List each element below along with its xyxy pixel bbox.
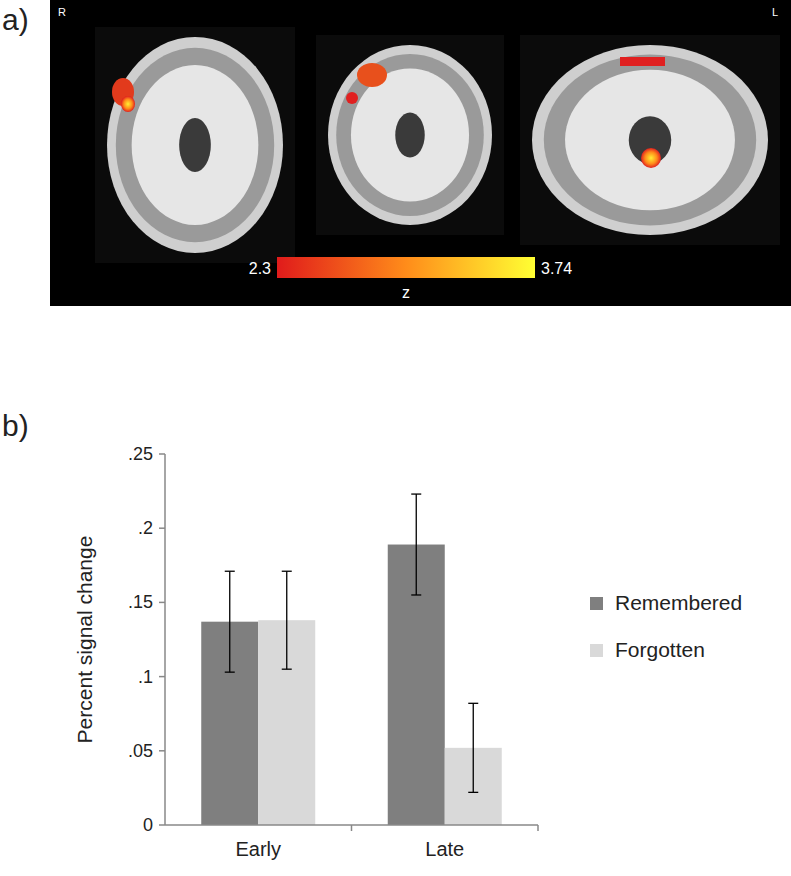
ventricle bbox=[395, 113, 425, 158]
colorbar-tick-label: 2.3 bbox=[249, 260, 271, 277]
y-tick-label: 0 bbox=[143, 815, 153, 835]
error-stem bbox=[286, 571, 287, 669]
legend-label: Forgotten bbox=[615, 638, 705, 661]
error-stem bbox=[416, 494, 417, 595]
activation bbox=[346, 92, 358, 104]
y-axis bbox=[164, 454, 166, 825]
colorbar-tick-label: 3.74 bbox=[541, 260, 572, 277]
slice-frame bbox=[316, 35, 504, 235]
orientation-label: R bbox=[58, 6, 66, 18]
y-tick bbox=[159, 527, 165, 529]
panel-label: a) bbox=[2, 3, 29, 36]
panel-label: b) bbox=[2, 409, 29, 442]
error-cap bbox=[411, 493, 421, 494]
y-axis-label: Percent signal change bbox=[73, 536, 96, 744]
x-tick-label: Late bbox=[425, 838, 464, 860]
white-matter bbox=[565, 70, 735, 211]
x-tick bbox=[537, 825, 539, 831]
slice-frame bbox=[520, 35, 780, 245]
white-matter bbox=[132, 65, 259, 225]
brain-outline bbox=[532, 45, 768, 235]
axial-slice bbox=[95, 27, 295, 263]
colorbar bbox=[277, 257, 535, 278]
legend-swatch bbox=[590, 597, 603, 610]
y-tick bbox=[159, 676, 165, 678]
gray-matter bbox=[336, 54, 484, 216]
legend-swatch bbox=[590, 644, 603, 657]
brain-panel-background bbox=[50, 0, 791, 306]
y-tick-label: .05 bbox=[128, 741, 153, 761]
y-tick-label: .1 bbox=[138, 667, 153, 687]
error-cap bbox=[411, 594, 421, 595]
error-cap bbox=[225, 571, 235, 572]
error-bar bbox=[411, 494, 421, 595]
y-tick bbox=[159, 602, 165, 604]
error-stem bbox=[229, 571, 230, 672]
white-matter bbox=[351, 68, 469, 201]
activation bbox=[641, 148, 661, 168]
activation bbox=[357, 63, 387, 87]
ventricle bbox=[179, 118, 211, 172]
sagittal-slice bbox=[520, 35, 780, 245]
slice-frame bbox=[95, 27, 295, 263]
y-tick-label: .15 bbox=[128, 592, 153, 612]
orientation-label: L bbox=[772, 6, 778, 18]
bars bbox=[201, 494, 502, 825]
error-cap bbox=[468, 703, 478, 704]
x-tick bbox=[351, 825, 353, 831]
y-tick bbox=[159, 750, 165, 752]
error-bar bbox=[468, 703, 478, 792]
brain-outline bbox=[107, 37, 283, 253]
y-tick bbox=[159, 824, 165, 826]
error-bar bbox=[282, 571, 292, 669]
gray-matter bbox=[544, 55, 756, 226]
coronal-slice bbox=[316, 35, 504, 235]
error-cap bbox=[282, 571, 292, 572]
y-tick-label: .2 bbox=[138, 518, 153, 538]
gray-matter bbox=[116, 48, 274, 242]
brain-outline bbox=[328, 45, 492, 225]
y-tick-label: .25 bbox=[128, 444, 153, 464]
figure: a) R L 2.3 3.74 z b) 0 .05 .1 .15 .2 .25 Early Late Per… bbox=[0, 0, 791, 876]
error-cap bbox=[225, 671, 235, 672]
x-tick-label: Early bbox=[235, 838, 281, 860]
activation bbox=[121, 96, 135, 112]
error-cap bbox=[282, 669, 292, 670]
colorbar-label: z bbox=[402, 284, 410, 301]
activation bbox=[620, 57, 665, 66]
error-bar bbox=[225, 571, 235, 672]
legend-label: Remembered bbox=[615, 591, 742, 614]
error-cap bbox=[468, 792, 478, 793]
error-stem bbox=[473, 703, 474, 792]
y-tick bbox=[159, 453, 165, 455]
